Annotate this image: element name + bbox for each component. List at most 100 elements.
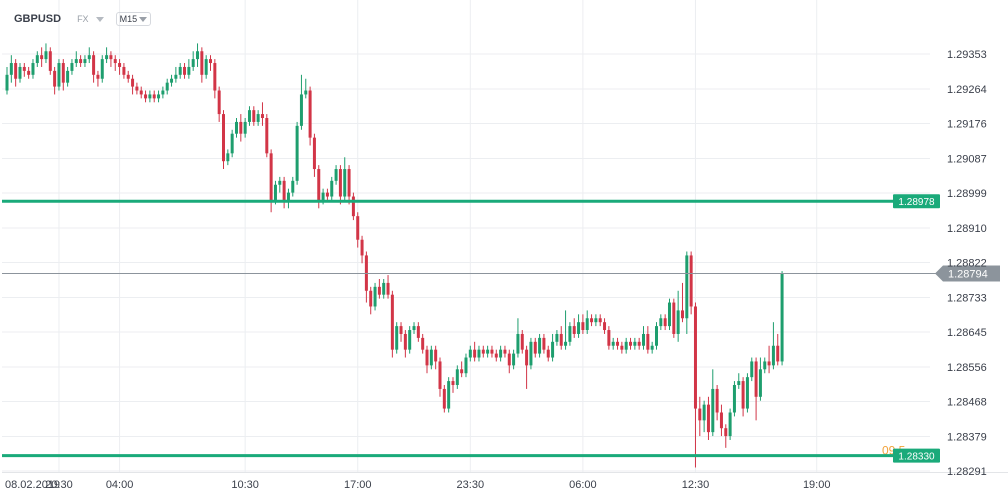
candle-body-down — [590, 318, 594, 323]
candle-body-up — [750, 361, 754, 378]
candle-body-down — [542, 337, 546, 350]
candle-body-up — [577, 322, 581, 334]
candle-body-down — [183, 66, 187, 75]
candle-body-down — [438, 361, 442, 389]
candle-body-down — [239, 121, 243, 134]
candle-body-down — [503, 349, 507, 354]
candle-body-up — [18, 66, 22, 79]
price-tick-label: 1.29264 — [947, 84, 987, 96]
candle-body-up — [334, 169, 338, 181]
candle-body-up — [278, 180, 282, 185]
candle-body-down — [386, 282, 390, 295]
candle-body-up — [170, 78, 174, 83]
candle-body-down — [581, 322, 585, 331]
candle-body-down — [200, 51, 204, 75]
candle-body-down — [403, 333, 407, 350]
candle-body-up — [555, 333, 559, 342]
candle-body-up — [165, 82, 169, 91]
candle-body-down — [434, 349, 438, 362]
time-tick-label: 04:00 — [106, 479, 134, 491]
candle-body-up — [429, 349, 433, 366]
candle-body-up — [157, 94, 161, 99]
candle-body-up — [395, 326, 399, 350]
candle-body-down — [14, 63, 18, 79]
candle-body-down — [325, 192, 329, 197]
candle-body-down — [390, 294, 394, 350]
market-chevron-down-icon[interactable] — [95, 16, 104, 22]
candle-body-up — [286, 192, 290, 201]
candle-body-down — [27, 70, 31, 75]
candle-body-down — [693, 306, 697, 409]
candle-body-down — [494, 353, 498, 358]
candle-body-up — [66, 70, 70, 83]
candle-body-up — [585, 318, 589, 331]
candle-body-down — [122, 66, 126, 75]
candle-body-up — [650, 345, 654, 350]
candle-body-up — [9, 63, 13, 75]
candle-body-up — [178, 66, 182, 75]
candle-body-up — [594, 318, 598, 323]
candle-body-up — [633, 341, 637, 346]
candle-body-down — [603, 322, 607, 331]
candle-body-down — [61, 63, 65, 83]
price-axis: 1.29353 1.29264 1.29176 1.29087 1.28999 1.289… — [947, 49, 987, 478]
candle-body-up — [148, 94, 152, 99]
candle-body-up — [343, 169, 347, 197]
candle-body-up — [295, 125, 299, 181]
candle-body-down — [369, 290, 373, 307]
candle-body-up — [758, 369, 762, 397]
candle-body-up — [468, 349, 472, 358]
candle-body-up — [5, 74, 9, 91]
candle-body-down — [421, 337, 425, 350]
candle-series — [5, 43, 784, 468]
candle-body-up — [44, 51, 48, 60]
candle-body-down — [113, 59, 117, 64]
timeframe-selector[interactable]: M15 — [115, 12, 152, 26]
price-tick-label: 1.29087 — [947, 153, 987, 165]
candle-body-down — [399, 326, 403, 334]
candle-body-up — [499, 349, 503, 358]
candle-body-up — [35, 55, 39, 64]
candle-body-down — [79, 59, 83, 64]
candle-body-down — [152, 94, 156, 99]
candle-body-down — [312, 137, 316, 170]
candle-body-down — [698, 408, 702, 421]
candle-body-down — [217, 90, 221, 115]
grid-lines — [2, 0, 1008, 473]
candle-body-up — [702, 404, 706, 421]
time-tick-label: 20:30 — [45, 479, 73, 491]
candle-body-up — [226, 153, 230, 162]
candle-body-up — [243, 121, 247, 134]
candle-body-down — [109, 55, 113, 60]
candle-body-down — [616, 341, 620, 346]
candle-body-up — [780, 273, 784, 362]
candle-body-down — [533, 341, 537, 354]
candle-body-up — [771, 345, 775, 366]
candle-body-up — [57, 63, 61, 87]
candle-body-down — [139, 90, 143, 95]
candle-body-up — [676, 310, 680, 334]
candle-body-up — [412, 326, 416, 331]
price-tick-label: 1.28999 — [947, 188, 987, 200]
candle-body-down — [754, 361, 758, 397]
candle-body-up — [31, 63, 35, 75]
candle-body-down — [356, 216, 360, 240]
candle-body-down — [481, 349, 485, 354]
candle-body-down — [598, 318, 602, 323]
symbol-label[interactable]: GBPUSD — [14, 13, 62, 25]
market-label[interactable]: FX — [77, 14, 89, 24]
candle-body-down — [425, 349, 429, 366]
candle-body-up — [728, 412, 732, 437]
time-tick-label: 06:00 — [569, 479, 597, 491]
candle-body-down — [118, 63, 122, 67]
price-tick-label: 1.29176 — [947, 119, 987, 131]
candle-body-down — [646, 333, 650, 350]
time-tick-label: 17:00 — [344, 479, 372, 491]
candle-body-down — [559, 333, 563, 346]
candle-body-down — [680, 310, 684, 319]
candle-body-down — [135, 86, 139, 91]
chart-header: GBPUSD FX M15 — [14, 10, 152, 28]
timeframe-label: M15 — [119, 14, 138, 24]
